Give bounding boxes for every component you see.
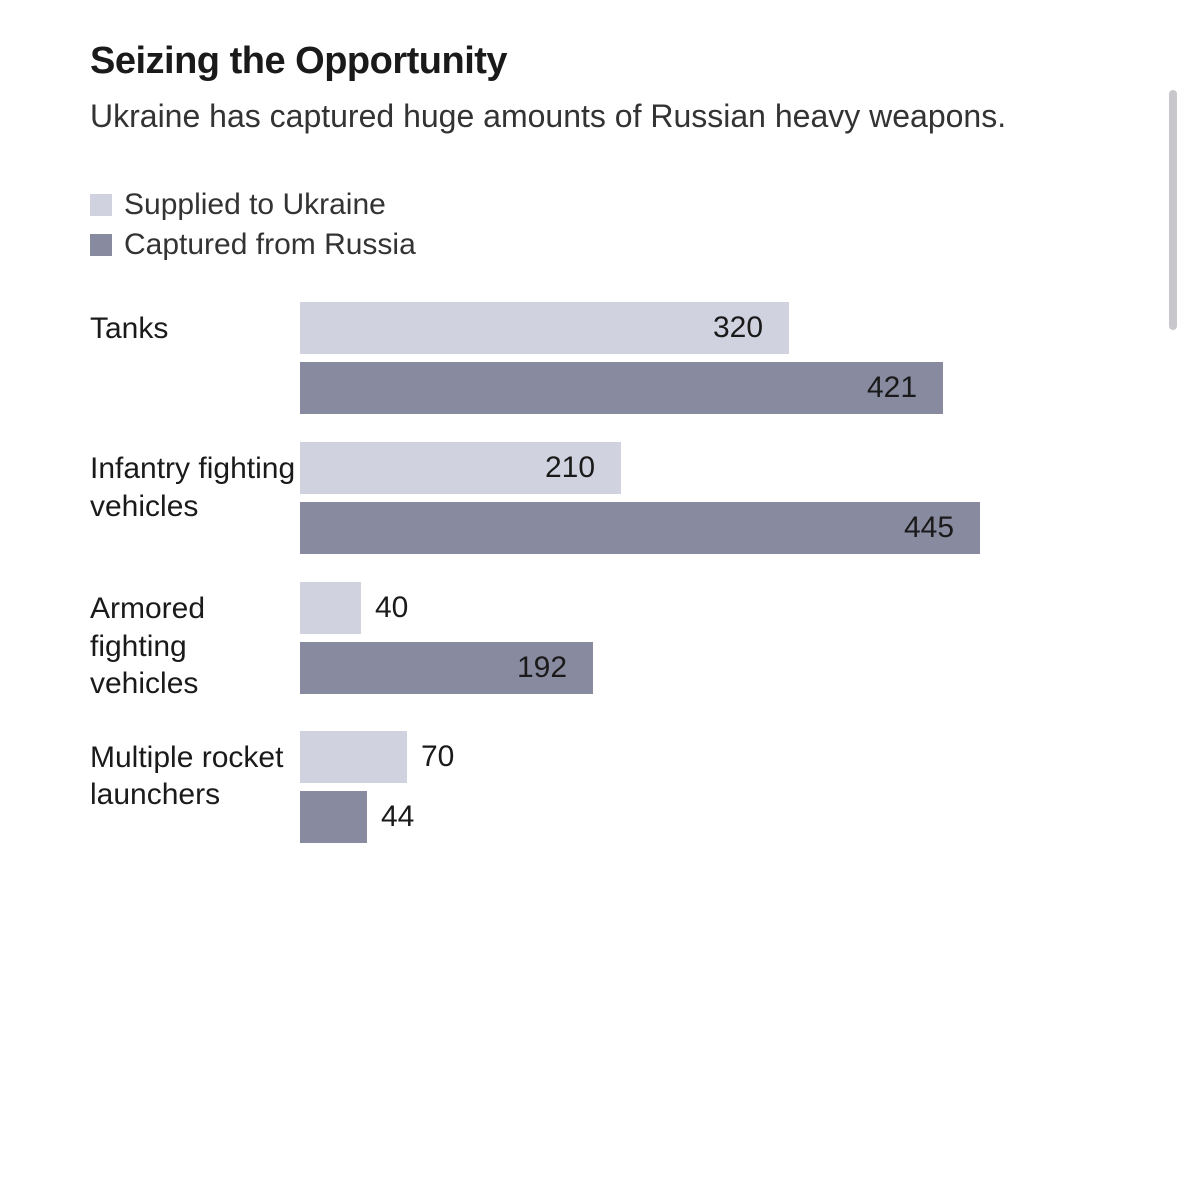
bar-value: 192: [517, 651, 567, 685]
bar-container: 445: [300, 502, 1105, 554]
bar-value: 421: [867, 371, 917, 405]
chart-title: Seizing the Opportunity: [90, 40, 1105, 83]
legend-item-captured: Captured from Russia: [90, 228, 1105, 262]
bar-value: 320: [713, 311, 763, 345]
chart-row: Tanks 320 421: [90, 302, 1105, 414]
scrollbar-thumb[interactable]: [1169, 90, 1177, 330]
category-label: Armored fighting vehicles: [90, 582, 300, 703]
bar-value: 445: [904, 511, 954, 545]
bar-value: 40: [375, 591, 408, 625]
bar: [300, 731, 407, 783]
category-label: Multiple rocket launchers: [90, 731, 300, 814]
bar-container: 320: [300, 302, 1105, 354]
legend-swatch-supplied: [90, 194, 112, 216]
bar: [300, 582, 361, 634]
bar-group: 40 192: [300, 582, 1105, 694]
chart-row: Multiple rocket launchers7044: [90, 731, 1105, 843]
bar-container: 40: [300, 582, 1105, 634]
bar-group: 7044: [300, 731, 1105, 843]
legend-swatch-captured: [90, 234, 112, 256]
bar-container: 44: [300, 791, 1105, 843]
bar-container: 192: [300, 642, 1105, 694]
legend-item-supplied: Supplied to Ukraine: [90, 188, 1105, 222]
chart-row: Infantry fighting vehicles 210 445: [90, 442, 1105, 554]
bar-value: 70: [421, 740, 454, 774]
category-label: Tanks: [90, 302, 300, 348]
legend-label: Captured from Russia: [124, 228, 416, 262]
bar-value: 44: [381, 800, 414, 834]
chart-row: Armored fighting vehicles 40 192: [90, 582, 1105, 703]
legend-label: Supplied to Ukraine: [124, 188, 386, 222]
bar: [300, 502, 980, 554]
bar-group: 320 421: [300, 302, 1105, 414]
bar-group: 210 445: [300, 442, 1105, 554]
category-label: Infantry fighting vehicles: [90, 442, 300, 525]
bar: [300, 791, 367, 843]
bar-container: 210: [300, 442, 1105, 494]
bar-container: 421: [300, 362, 1105, 414]
legend: Supplied to Ukraine Captured from Russia: [90, 188, 1105, 262]
bar: [300, 362, 943, 414]
chart-subtitle: Ukraine has captured huge amounts of Rus…: [90, 95, 1105, 138]
bar-value: 210: [545, 451, 595, 485]
bar-container: 70: [300, 731, 1105, 783]
bar-chart: Tanks320421Infantry fighting vehicles210…: [90, 302, 1105, 843]
